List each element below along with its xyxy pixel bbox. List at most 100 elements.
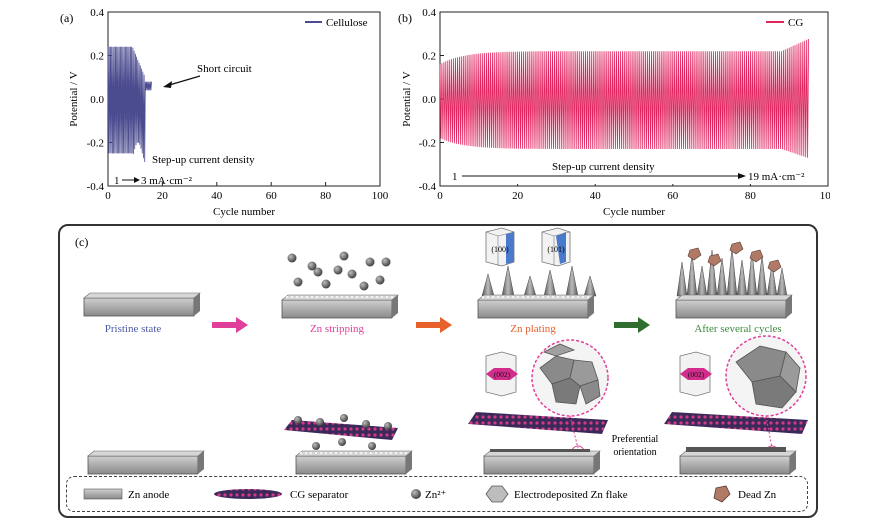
chart-a-xtick-label: 0 — [105, 190, 111, 202]
legend-zn-ion: Zn²⁺ — [425, 489, 447, 501]
dendrite-cones-dense — [676, 247, 788, 297]
legend-zn-anode: Zn anode — [128, 489, 169, 501]
magnifier-a — [531, 339, 609, 417]
bottom-separator-2 — [284, 420, 398, 440]
chart-b-xtick-label: 40 — [590, 190, 602, 202]
plating-anode — [477, 294, 595, 319]
legend-cg-swatch — [214, 489, 282, 499]
chart-b-xtick-label: 80 — [745, 190, 757, 202]
annot-arrowhead-a — [134, 177, 140, 183]
facet-002-label-b: (002) — [688, 370, 705, 379]
chart-a-xtick-label: 80 — [320, 190, 332, 202]
zn-ion — [375, 275, 385, 285]
annot-start-a: 1 — [114, 175, 120, 187]
dendrite-cone — [776, 267, 788, 297]
chart-b-xtick-label: 100 — [820, 190, 830, 202]
chart-a-xtick-label: 100 — [372, 190, 389, 202]
zn-ion — [293, 277, 303, 287]
chart-a-xtick-label: 60 — [266, 190, 278, 202]
chart-a-xlabel: Cycle number — [213, 206, 275, 218]
chart-a-ytick-label: 0.0 — [90, 94, 104, 106]
zn-ion — [294, 416, 302, 424]
crystal-101 — [541, 227, 571, 267]
zn-ion — [365, 257, 375, 267]
dendrite-cones — [481, 265, 597, 297]
chart-a-ytick-label: -0.2 — [87, 138, 104, 150]
facet-100-label: (100) — [491, 245, 509, 254]
cycled-anode — [675, 294, 793, 319]
dendrite-cone — [543, 269, 557, 297]
chart-b-ytick-label: 0.0 — [422, 94, 436, 106]
legend-cg-separator: CG separator — [290, 489, 349, 501]
dendrite-cone — [696, 265, 708, 297]
dead-zn-piece — [767, 259, 782, 273]
chart-b-ylabel: Potential / V — [401, 71, 413, 126]
chart-b-xtick-label: 60 — [667, 190, 679, 202]
crystal-002-b — [679, 351, 712, 397]
annot-short-arrowhead — [163, 81, 172, 88]
dendrite-cone — [736, 259, 748, 297]
facet-002-label-a: (002) — [494, 370, 511, 379]
annot-short-circuit: Short circuit — [197, 63, 252, 75]
bottom-anode-2 — [295, 450, 413, 475]
zn-ion — [338, 438, 346, 446]
legend-dead-zn-swatch — [713, 485, 731, 503]
dead-zn-piece — [729, 241, 744, 255]
dendrite-cone — [565, 265, 579, 297]
dendrite-cone — [726, 247, 738, 297]
chart-b-ytick-label: -0.2 — [419, 138, 436, 150]
chart-a-ytick-label: -0.4 — [87, 181, 105, 193]
chart-b-legend-label: CG — [788, 17, 803, 29]
stage-plating-label: Zn plating — [510, 323, 556, 335]
zn-ion — [312, 442, 320, 450]
zn-ion — [347, 269, 357, 279]
dendrite-cone — [501, 265, 515, 297]
zn-ion — [333, 265, 343, 275]
bottom-anode-1 — [87, 450, 205, 475]
annot-start-b: 1 — [452, 171, 458, 183]
dendrite-cone — [716, 257, 728, 297]
panel-a-label: (a) — [60, 11, 73, 25]
annot-end-b: 19 mA·cm⁻² — [748, 171, 805, 183]
series-cg — [439, 38, 809, 158]
chart-b-annot-bg — [445, 158, 815, 184]
chart-b-ytick-label: 0.4 — [422, 7, 436, 19]
panel-c-label: (c) — [75, 235, 88, 249]
annot-short-arrow — [165, 75, 201, 87]
zn-ion — [307, 261, 317, 271]
dendrite-cone — [676, 261, 688, 297]
stage-after-label: After several cycles — [694, 323, 781, 335]
dendrite-cone — [481, 273, 495, 297]
legend-dead-zn: Dead Zn — [738, 489, 777, 501]
legend-flake-swatch — [485, 485, 509, 503]
legend-flake: Electrodeposited Zn flake — [514, 489, 628, 501]
zn-ion — [381, 257, 391, 267]
chart-b-xlabel: Cycle number — [603, 206, 665, 218]
legend-zn-ion-swatch — [411, 489, 421, 499]
zn-ions-trapped — [294, 414, 392, 450]
annot-end-a: 3 mA·cm⁻² — [141, 175, 193, 187]
chart-b-legend-bg — [762, 14, 822, 30]
bottom-anode-3 — [483, 449, 601, 475]
chart-a-xtick-label: 40 — [211, 190, 223, 202]
zn-ion — [339, 251, 349, 261]
chart-b-ytick-label: -0.4 — [419, 181, 437, 193]
stripping-anode — [281, 294, 399, 319]
annot-step-a: Step-up current density — [152, 154, 255, 166]
legend-box — [66, 476, 808, 512]
annot-step-b: Step-up current density — [552, 161, 655, 173]
crystal-100 — [485, 227, 515, 267]
chart-a: (a) 0.4 0.2 0.0 -0.2 -0.4 0 20 40 60 80 100 Poten… — [60, 7, 389, 218]
stage-pristine-label: Pristine state — [105, 323, 162, 335]
chart-a-ylabel: Potential / V — [68, 71, 80, 126]
dendrite-cone — [686, 253, 698, 297]
stage-stripping-label: Zn stripping — [310, 323, 365, 335]
pristine-anode — [83, 292, 201, 317]
zn-ion — [384, 422, 392, 430]
magnifier-lead-a — [569, 415, 579, 449]
dead-zn-pieces — [687, 241, 782, 273]
zn-ion — [368, 442, 376, 450]
arrow-2 — [416, 317, 452, 333]
zn-ion — [321, 279, 331, 289]
